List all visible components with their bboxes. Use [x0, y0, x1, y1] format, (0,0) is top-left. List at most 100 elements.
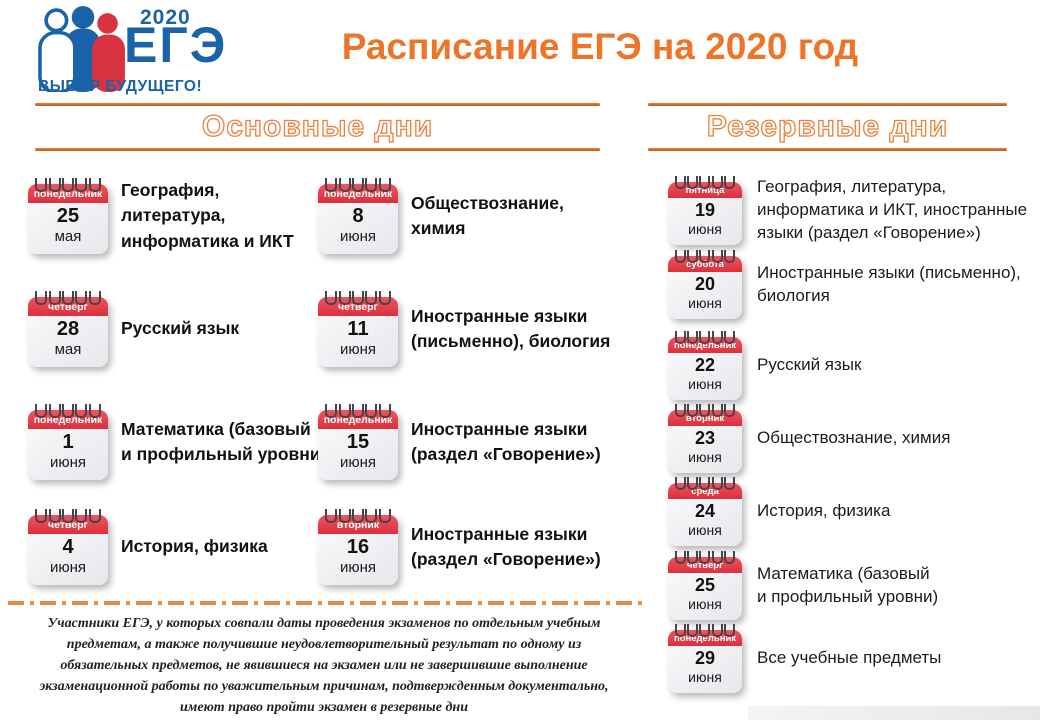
exam-subjects: Обществознание, химия [411, 192, 564, 238]
calendar-day: 23 [694, 428, 716, 448]
exam-subjects: Иностранные языки (письменно), биология [757, 262, 1021, 305]
calendar-day: 8 [352, 205, 364, 227]
calendar-icon: понедельник 22 июня [668, 331, 742, 401]
exam-entry: понедельник 15 июня Иностранные языки (р… [318, 404, 656, 480]
calendar-month: июня [688, 375, 722, 392]
calendar-day: 4 [62, 536, 74, 558]
calendar-binding-rings-icon [318, 178, 398, 192]
exam-subjects: География, литература, информатика и ИКТ [121, 180, 294, 251]
section-title-reserve: Резервные дни [706, 109, 949, 143]
exam-entry: понедельник 22 июня Русский язык [668, 331, 1040, 401]
calendar-icon: вторник 23 июня [668, 404, 742, 474]
calendar-binding-rings-icon [28, 178, 108, 193]
exam-entry: вторник 16 июня Иностранные языки (разде… [318, 509, 656, 585]
calendar-day: 28 [56, 318, 80, 340]
calendar-day: 22 [694, 355, 716, 375]
calendar-icon: суббота 20 июня [668, 250, 742, 320]
calendar-weekday: вторник [668, 410, 742, 426]
calendar-month: июня [49, 559, 87, 576]
calendar-binding-rings-icon [668, 404, 742, 417]
exam-subjects: Иностранные языки (раздел «Говорение») [411, 418, 601, 464]
calendar-icon: понедельник 25 мая [28, 178, 108, 254]
calendar-day: 16 [346, 536, 370, 558]
calendar-binding-rings-icon [668, 331, 742, 344]
calendar-month: июня [688, 448, 722, 465]
calendar-binding-rings-icon [668, 250, 742, 263]
calendar-icon: понедельник 8 июня [318, 178, 398, 254]
calendar-month: мая [54, 228, 82, 246]
calendar-weekday: пятница [668, 182, 742, 198]
exam-entry: четверг 28 мая Русский язык [28, 291, 316, 367]
calendar-icon: понедельник 1 июня [28, 404, 108, 480]
calendar-binding-rings-icon [668, 477, 742, 490]
logo-tagline: ВЫБОР БУДУЩЕГО! [38, 78, 203, 95]
calendar-binding-rings-icon [28, 404, 108, 418]
exam-entry: среда 24 июня История, физика [668, 477, 1040, 547]
calendar-icon: четверг 25 июня [668, 551, 742, 621]
divider-line [648, 103, 1007, 106]
calendar-binding-rings-icon [668, 551, 742, 564]
calendar-month: июня [339, 341, 377, 358]
page-title: Расписание ЕГЭ на 2020 год [341, 26, 859, 67]
calendar-month: мая [54, 341, 82, 358]
exam-subjects: Все учебные предметы [757, 648, 942, 668]
calendar-icon: пятница 19 июня [668, 176, 742, 246]
calendar-month: июня [688, 220, 722, 237]
exam-subjects: История, физика [757, 501, 891, 521]
calendar-binding-rings-icon [318, 404, 398, 418]
calendar-day: 11 [347, 318, 369, 340]
exam-entry: суббота 20 июня Иностранные языки (письм… [668, 250, 1040, 320]
calendar-day: 20 [694, 274, 716, 294]
divider-line [35, 103, 600, 106]
exam-entry: понедельник 1 июня Математика (базовый и… [28, 404, 331, 480]
calendar-binding-rings-icon [28, 291, 108, 305]
calendar-day: 24 [694, 501, 716, 521]
calendar-binding-rings-icon [668, 624, 742, 637]
calendar-icon: среда 24 июня [668, 477, 742, 547]
calendar-month: июня [339, 228, 377, 245]
exam-entry: вторник 23 июня Обществознание, химия [668, 404, 1040, 474]
calendar-weekday: суббота [668, 256, 742, 272]
calendar-icon: четверг 28 мая [28, 291, 108, 367]
calendar-month: июня [339, 454, 377, 471]
calendar-day: 25 [694, 575, 716, 595]
calendar-month: июня [688, 294, 722, 311]
calendar-day: 15 [346, 431, 370, 453]
section-header-main-days: Основные дни [35, 103, 600, 151]
exam-entry: понедельник 25 мая География, литература… [28, 178, 316, 254]
exam-subjects: Обществознание, химия [757, 428, 951, 448]
calendar-month: июня [688, 668, 722, 685]
reserve-days-note: Участники ЕГЭ, у которых совпали даты пр… [39, 616, 609, 715]
calendar-month: июня [49, 454, 87, 471]
exam-entry: четверг 4 июня История, физика [28, 509, 316, 585]
logo-brand: ЕГЭ [124, 17, 228, 73]
exam-subjects: География, литература, информатика и ИКТ… [757, 177, 1028, 243]
calendar-icon: четверг 11 июня [318, 291, 398, 367]
calendar-day: 25 [56, 205, 80, 228]
slide-edge [748, 706, 1040, 720]
calendar-icon: вторник 16 июня [318, 509, 398, 585]
ege-logo: 2020 ЕГЭ ВЫБОР БУДУЩЕГО! [36, 6, 276, 102]
section-header-reserve-days: Резервные дни [648, 103, 1007, 151]
calendar-day: 29 [694, 648, 716, 668]
exam-entry: пятница 19 июня География, литература, и… [668, 176, 1040, 246]
calendar-weekday: среда [668, 483, 742, 499]
exam-entry: понедельник 8 июня Обществознание, химия [318, 178, 656, 254]
calendar-icon: понедельник 15 июня [318, 404, 398, 480]
calendar-month: июня [339, 559, 377, 576]
section-title-main: Основные дни [201, 109, 434, 143]
calendar-weekday: четверг [668, 557, 742, 573]
calendar-binding-rings-icon [668, 176, 742, 189]
calendar-icon: четверг 4 июня [28, 509, 108, 585]
exam-subjects: Иностранные языки (раздел «Говорение») [411, 523, 601, 569]
calendar-weekday: понедельник [28, 184, 108, 204]
calendar-binding-rings-icon [318, 509, 398, 523]
calendar-day: 19 [694, 200, 716, 220]
calendar-day: 1 [62, 431, 74, 453]
exam-entry: четверг 11 июня Иностранные языки (письм… [318, 291, 656, 367]
exam-subjects: Математика (базовый и профильный уровни) [121, 418, 327, 464]
exam-subjects: Русский язык [757, 355, 862, 375]
calendar-month: июня [688, 521, 722, 538]
divider-line [35, 148, 600, 151]
